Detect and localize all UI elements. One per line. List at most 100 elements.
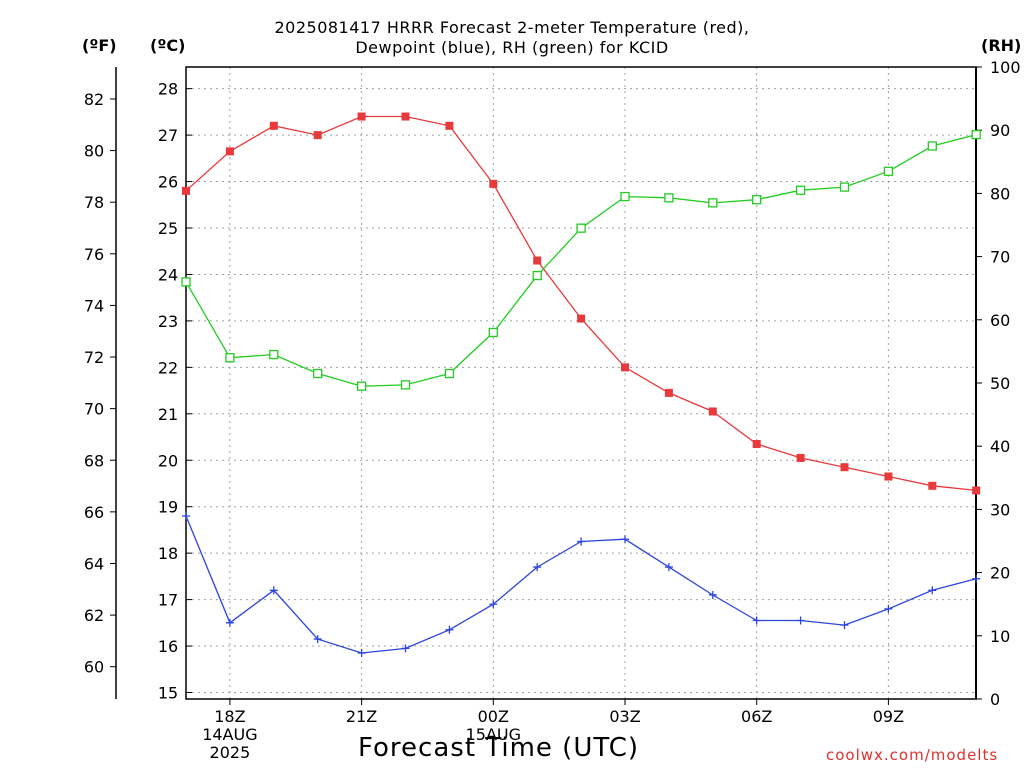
rh-point <box>883 166 894 176</box>
rh-point <box>708 198 718 208</box>
temperature-point <box>182 186 190 195</box>
rh-point <box>576 223 586 233</box>
fahrenheit-tick-label: 64 <box>84 554 104 573</box>
grid-lines <box>186 67 976 699</box>
rh-tick-label: 30 <box>990 500 1010 519</box>
celsius-tick-label: 27 <box>158 126 178 145</box>
dewpoint-point <box>445 625 454 634</box>
x-tick-label: 03Z <box>609 707 640 726</box>
axes <box>110 66 982 705</box>
temperature-point <box>621 363 629 372</box>
credit-link[interactable]: coolwx.com/modelts <box>826 746 999 764</box>
x-tick-label: 00Z <box>478 707 509 726</box>
temperature-point <box>357 112 366 121</box>
dewpoint-point <box>182 511 190 520</box>
fahrenheit-tick-label: 68 <box>84 451 104 470</box>
temperature-point <box>401 112 410 121</box>
dewpoint-point <box>928 586 937 595</box>
dewpoint-point <box>796 616 805 625</box>
x-tick-label: 09Z <box>873 707 904 726</box>
tick-labels: 15 16 17 18 19 20 21 22 23 24 25 26 27 28 18Z14AUG2025… <box>84 58 1021 762</box>
temperature-point <box>313 131 322 140</box>
chart-title-line-2: Dewpoint (blue), RH (green) for KCID <box>355 38 669 57</box>
dewpoint-point <box>269 586 278 595</box>
x-tick-label: 06Z <box>741 707 772 726</box>
fahrenheit-tick-label: 74 <box>84 296 104 315</box>
rh-line <box>185 133 977 387</box>
dewpoint-point <box>577 537 586 546</box>
fahrenheit-axis-unit: (ºF) <box>82 36 117 55</box>
temperature-point <box>489 179 498 188</box>
temperature-point <box>840 463 849 472</box>
rh-point <box>927 141 937 151</box>
rh-point <box>795 185 806 195</box>
celsius-tick-label: 17 <box>158 591 178 610</box>
rh-point <box>839 182 850 192</box>
temperature-point <box>577 314 586 323</box>
temperature-point <box>269 121 278 130</box>
temperature-point <box>972 486 981 495</box>
rh-tick-label: 20 <box>990 564 1010 583</box>
x-tick-label: 15AUG <box>466 725 521 744</box>
temperature-point <box>928 481 937 490</box>
fahrenheit-tick-label: 82 <box>84 90 104 109</box>
celsius-tick-label: 20 <box>158 451 178 470</box>
data-series <box>181 112 981 658</box>
rh-point <box>400 380 411 390</box>
rh-tick-label: 70 <box>990 248 1010 267</box>
dewpoint-point <box>752 616 761 625</box>
dewpoint-point <box>621 535 629 544</box>
rh-point <box>488 327 498 338</box>
rh-point <box>664 193 674 203</box>
rh-point <box>752 195 762 205</box>
celsius-tick-label: 24 <box>158 265 178 284</box>
dewpoint-point <box>401 644 410 653</box>
rh-point <box>356 381 367 391</box>
fahrenheit-tick-label: 72 <box>84 348 104 367</box>
dewpoint-point <box>972 574 981 583</box>
temperature-point <box>225 147 234 156</box>
fahrenheit-tick-label: 60 <box>84 658 104 677</box>
celsius-tick-label: 23 <box>158 312 178 331</box>
rh-point <box>269 349 279 360</box>
celsius-tick-label: 18 <box>158 544 178 563</box>
rh-point <box>620 191 630 202</box>
dewpoint-point <box>708 590 717 599</box>
celsius-axis-unit: (ºC) <box>150 36 186 55</box>
rh-point <box>313 368 323 379</box>
x-tick-label: 21Z <box>346 707 377 726</box>
fahrenheit-tick-label: 70 <box>84 400 104 419</box>
temperature-point <box>664 388 673 397</box>
celsius-tick-label: 15 <box>158 684 178 703</box>
rh-tick-label: 40 <box>990 437 1010 456</box>
celsius-tick-label: 26 <box>158 173 178 192</box>
rh-point <box>225 353 235 363</box>
temperature-point <box>708 407 717 416</box>
rh-tick-label: 60 <box>990 311 1010 330</box>
fahrenheit-tick-label: 76 <box>84 245 104 264</box>
x-tick-label: 18Z <box>214 707 245 726</box>
x-axis-title: Forecast Time (UTC) <box>358 733 640 763</box>
celsius-tick-label: 21 <box>158 405 178 424</box>
fahrenheit-tick-label: 78 <box>84 193 104 212</box>
rh-point <box>532 270 542 281</box>
dewpoint-point <box>884 604 893 613</box>
rh-tick-label: 10 <box>990 627 1010 646</box>
dewpoint-point <box>840 621 849 630</box>
chart-title-line-1: 2025081417 HRRR Forecast 2-meter Tempera… <box>274 18 750 37</box>
temperature-point <box>796 453 805 462</box>
celsius-tick-label: 25 <box>158 219 178 238</box>
temperature-point <box>445 121 454 130</box>
rh-point <box>971 129 981 140</box>
rh-tick-label: 80 <box>990 184 1010 203</box>
rh-tick-label: 100 <box>990 58 1021 77</box>
dewpoint-point <box>533 563 542 572</box>
rh-tick-label: 90 <box>990 121 1010 140</box>
plot-frame <box>185 66 977 700</box>
fahrenheit-tick-label: 80 <box>84 142 104 161</box>
rh-tick-label: 50 <box>990 374 1010 393</box>
rh-point <box>444 368 455 379</box>
celsius-tick-label: 28 <box>158 80 178 99</box>
dewpoint-point <box>489 600 498 609</box>
